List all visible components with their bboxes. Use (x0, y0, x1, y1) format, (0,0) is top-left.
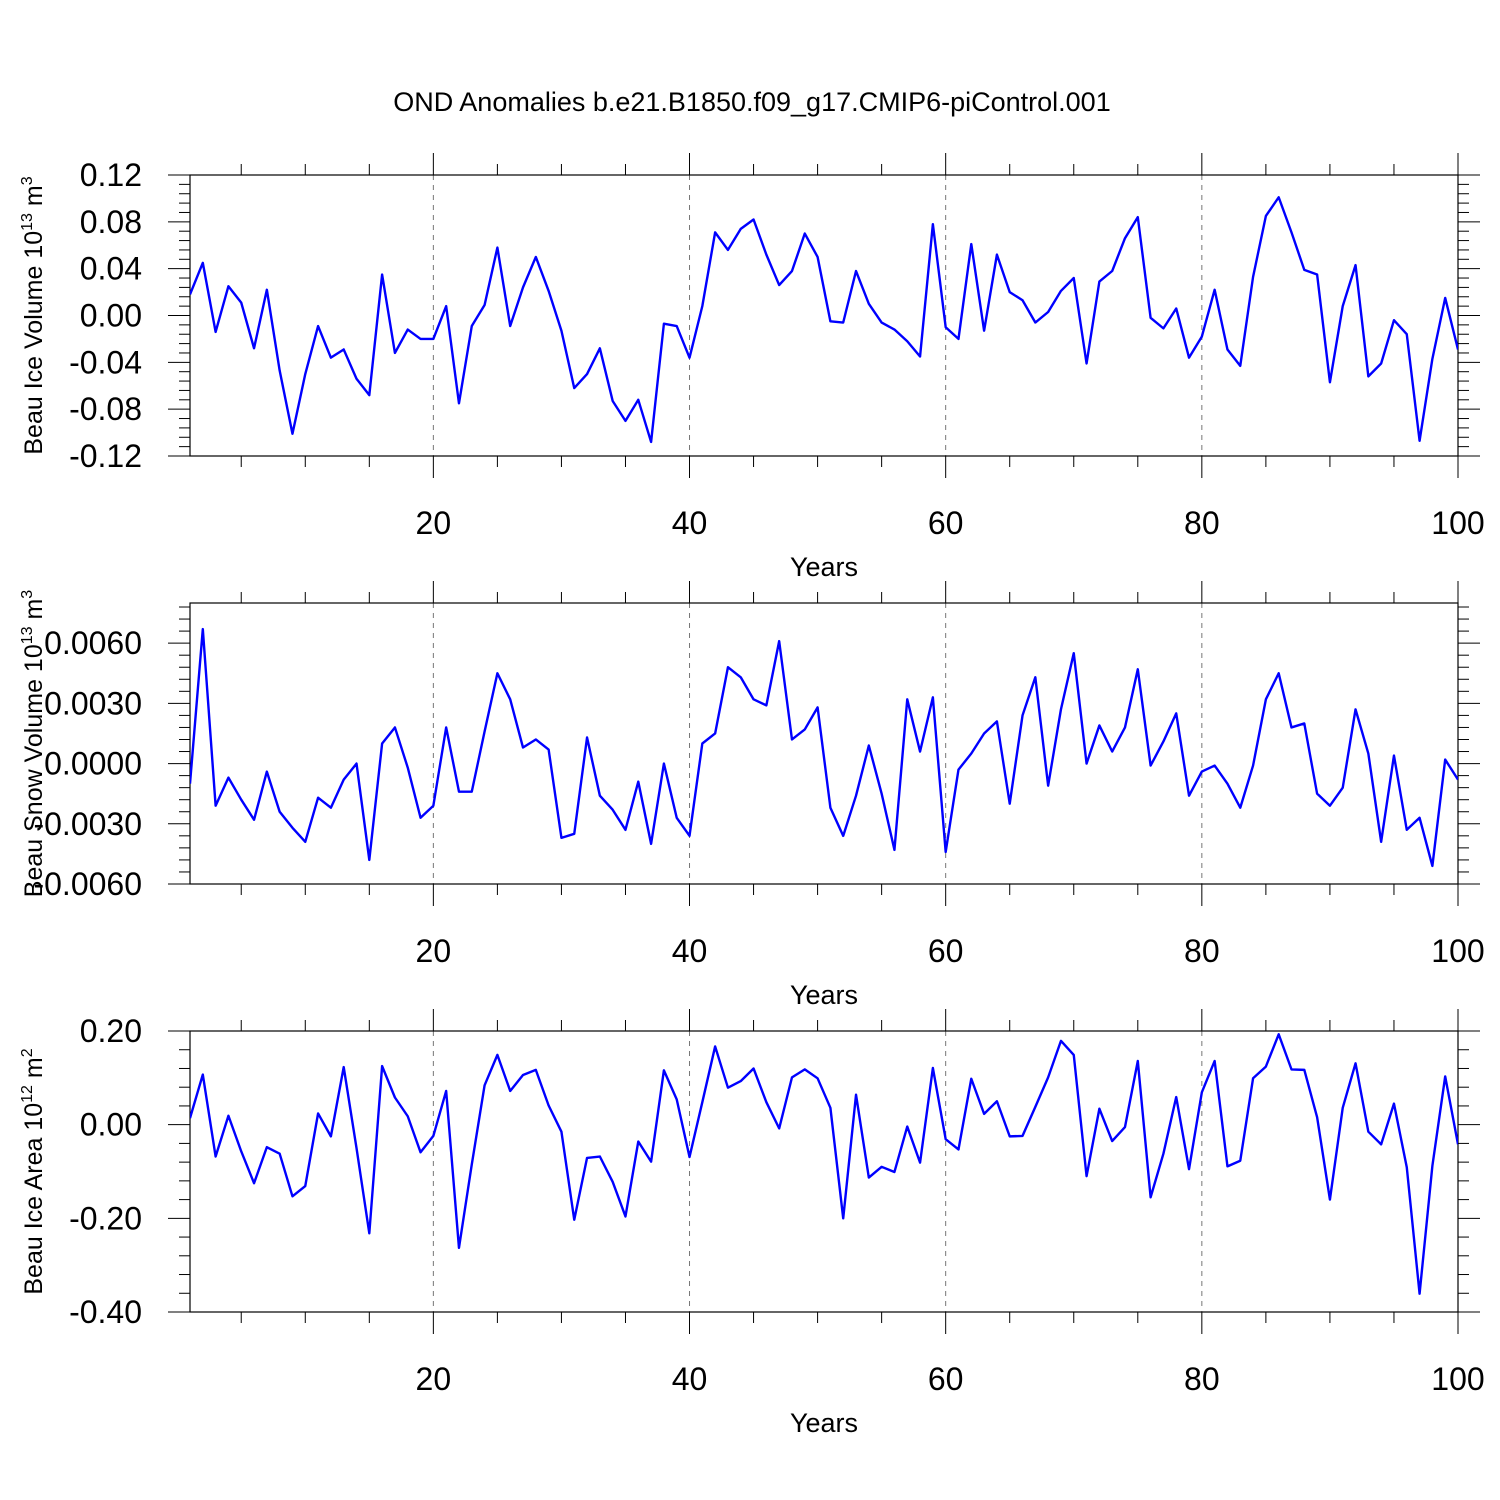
y-axis-label-unit: m (20, 599, 48, 627)
y-axis-label: Beau Ice Area 1012 m2 (19, 1048, 48, 1294)
x-tick-label: 40 (672, 1361, 708, 1397)
plot-frame (189, 1030, 1459, 1313)
y-tick-label: 0.0030 (44, 685, 142, 721)
x-tick-label: 60 (928, 505, 964, 541)
plot-frame (189, 602, 1459, 885)
y-tick-label: 0.00 (80, 1107, 142, 1143)
panel-3: 20 40 60 80 100 Years -0.40 -0.20 0.00 0.20 Beau I… (19, 1009, 1485, 1438)
y-tick-label: -0.04 (69, 344, 142, 380)
y-tick-label: 0.12 (80, 157, 142, 193)
x-tick-label: 60 (928, 1361, 964, 1397)
y-axis-label-unit-exponent: 2 (19, 1048, 36, 1057)
x-tick-label: 20 (416, 933, 452, 969)
y-tick-label: 0.08 (80, 204, 142, 240)
y-axis-label: Beau Snow Volume 1013 m3 (19, 590, 48, 898)
x-tick-label: 20 (416, 1361, 452, 1397)
y-tick-label: 0.20 (80, 1013, 142, 1049)
y-axis-label-unit: m (20, 185, 48, 213)
y-axis-label-text: Beau Snow Volume 10 (20, 644, 48, 897)
y-axis-label-exponent: 13 (19, 213, 36, 231)
y-axis-label-text: Beau Ice Volume 10 (20, 231, 48, 455)
panel-1: 20 40 60 80 100 Years -0.12 -0.08 -0.04 0.00 0.04 0… (19, 153, 1485, 582)
series-line (190, 196, 1458, 444)
y-axis-label-exponent: 12 (19, 1085, 36, 1103)
plot-frame (189, 174, 1459, 457)
y-tick-label: -0.12 (69, 438, 142, 474)
y-axis-label-unit: m (20, 1057, 48, 1085)
x-axis-label: Years (790, 980, 858, 1010)
figure-title: OND Anomalies b.e21.B1850.f09_g17.CMIP6-… (393, 87, 1110, 117)
x-tick-label: 80 (1184, 505, 1220, 541)
y-axis-label-exponent: 13 (19, 626, 36, 644)
x-tick-label: 20 (416, 505, 452, 541)
y-tick-label: -0.0060 (33, 866, 142, 902)
y-tick-label: 0.0060 (44, 625, 142, 661)
x-tick-label: 60 (928, 933, 964, 969)
x-tick-label: 40 (672, 505, 708, 541)
y-tick-label: -0.08 (69, 391, 142, 427)
x-axis-label: Years (790, 1408, 858, 1438)
y-tick-label: 0.00 (80, 298, 142, 334)
series-line (190, 627, 1458, 868)
y-tick-label: -0.0030 (33, 806, 142, 842)
y-axis-label-text: Beau Ice Area 10 (20, 1103, 48, 1295)
x-axis-label: Years (790, 552, 858, 582)
x-tick-label: 80 (1184, 933, 1220, 969)
y-axis-label: Beau Ice Volume 1013 m3 (19, 176, 48, 454)
x-tick-label: 100 (1431, 933, 1484, 969)
y-tick-label: -0.20 (69, 1200, 142, 1236)
y-axis-label-unit-exponent: 3 (19, 176, 36, 185)
y-tick-label: 0.0000 (44, 746, 142, 782)
x-tick-label: 100 (1431, 505, 1484, 541)
x-tick-label: 100 (1431, 1361, 1484, 1397)
series-line (190, 1033, 1458, 1295)
x-tick-label: 40 (672, 933, 708, 969)
y-tick-label: -0.40 (69, 1294, 142, 1330)
panel-2: 20 40 60 80 100 Years -0.0060 -0.0030 0.0000 0.00… (19, 581, 1485, 1010)
x-tick-label: 80 (1184, 1361, 1220, 1397)
y-tick-label: 0.04 (80, 251, 142, 287)
y-axis-label-unit-exponent: 3 (19, 590, 36, 599)
